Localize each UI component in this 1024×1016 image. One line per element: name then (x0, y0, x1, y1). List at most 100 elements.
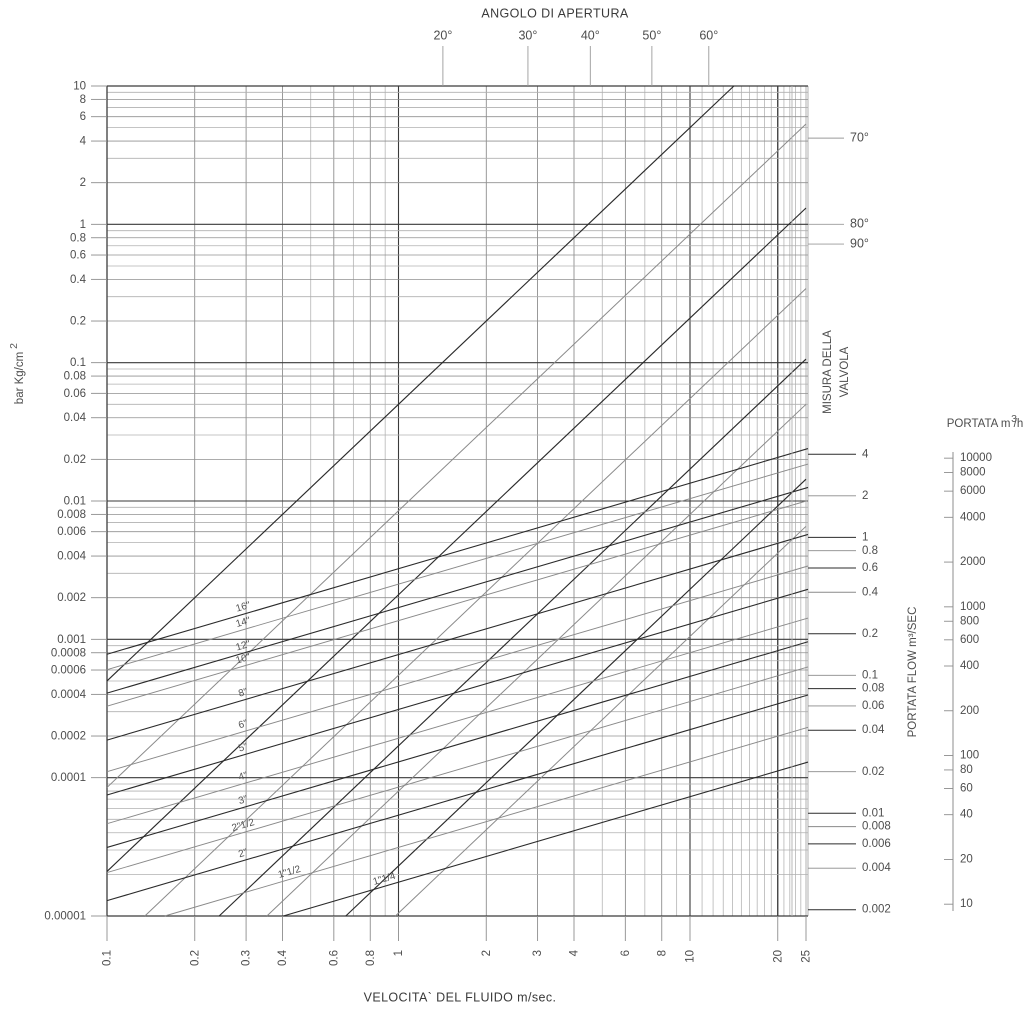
y-tick-label-0.001: 0.001 (57, 634, 86, 646)
x-tick-label-0.4: 0.4 (277, 949, 289, 966)
flow-scale-label-6000: 6000 (960, 485, 986, 497)
valve-size-label-10: 2" (237, 847, 249, 860)
x-tick-label-10: 10 (685, 950, 697, 963)
valve-size-curve (106, 463, 809, 671)
flow-label-2: 2 (862, 490, 868, 502)
valve-caption-line2: VALVOLA (839, 346, 851, 397)
angle-curve (106, 123, 807, 788)
flow-label-0.002: 0.002 (862, 904, 891, 916)
valve-size-label-0: 16" (235, 600, 253, 615)
valve-size-label-1: 14" (235, 615, 253, 630)
y-tick-label-0.06: 0.06 (64, 388, 86, 400)
flow-scale-label-8000: 8000 (960, 467, 986, 479)
angle-label-60deg: 60° (699, 28, 718, 42)
valve-size-curve (106, 448, 809, 655)
angle-label-40deg: 40° (581, 28, 600, 42)
angle-label-70deg: 70° (850, 130, 869, 144)
valve-size-label-7: 4" (237, 770, 249, 783)
y-tick-label-10: 10 (73, 81, 86, 93)
angle-curve (266, 403, 807, 917)
flow-label-0.04: 0.04 (862, 724, 885, 736)
flow-scale-label-4000: 4000 (960, 511, 986, 523)
x-tick-label-0.1: 0.1 (102, 950, 114, 966)
angle-curve (395, 525, 807, 917)
valve-size-curve (164, 726, 809, 917)
y-tick-label-6: 6 (80, 111, 86, 123)
x-axis-title: VELOCITA` DEL FLUIDO m/sec. (364, 990, 557, 1004)
flow-scale-side-title: PORTATA FLOW m³/SEC (907, 607, 919, 738)
angle-label-90deg: 90° (850, 236, 869, 250)
flow-label-0.02: 0.02 (862, 766, 884, 778)
valve-size-curve (106, 617, 809, 825)
flow-label-0.01: 0.01 (862, 807, 884, 819)
flow-label-0.2: 0.2 (862, 628, 878, 640)
angle-curve (106, 207, 807, 872)
x-tick-label-3: 3 (532, 950, 544, 956)
valve-size-curve (106, 694, 809, 902)
flow-scale-label-400: 400 (960, 660, 979, 672)
flow-scale-label-60: 60 (960, 783, 973, 795)
flow-scale-title: PORTATA m /h (947, 418, 1023, 430)
flow-label-0.008: 0.008 (862, 821, 891, 833)
flow-scale-label-100: 100 (960, 750, 979, 762)
y-tick-label-0.0006: 0.0006 (51, 665, 86, 677)
x-tick-label-0.2: 0.2 (189, 950, 201, 966)
x-tick-label-2: 2 (481, 950, 493, 956)
valve-size-curve (106, 486, 809, 694)
flow-label-0.8: 0.8 (862, 545, 878, 557)
y-tick-label-0.0008: 0.0008 (51, 647, 86, 659)
flow-scale-label-80: 80 (960, 764, 973, 776)
flow-scale-label-40: 40 (960, 809, 973, 821)
flow-scale-label-800: 800 (960, 615, 979, 627)
angle-curve (144, 288, 807, 917)
x-tick-label-25: 25 (801, 950, 813, 963)
x-tick-label-8: 8 (656, 950, 668, 956)
y-tick-label-0.08: 0.08 (64, 371, 86, 383)
y-tick-label-0.6: 0.6 (70, 250, 86, 262)
y-tick-label-0.8: 0.8 (70, 232, 86, 244)
angle-label-30deg: 30° (518, 28, 537, 42)
flow-scale-label-2000: 2000 (960, 556, 986, 568)
x-tick-label-1: 1 (393, 950, 405, 956)
valve-size-curve (106, 565, 809, 773)
chart-top-title: ANGOLO DI APERTURA (481, 6, 629, 20)
valve-size-label-2: 12" (235, 639, 253, 654)
valve-size-curve (106, 588, 809, 796)
x-tick-label-20: 20 (772, 950, 784, 963)
y-tick-label-0.01: 0.01 (64, 496, 86, 508)
y-tick-label-1: 1 (80, 219, 86, 231)
y-tick-label-0.0004: 0.0004 (51, 689, 87, 701)
y-tick-label-2: 2 (80, 177, 86, 189)
y-tick-label-0.002: 0.002 (57, 592, 86, 604)
y-tick-label-4: 4 (80, 136, 87, 148)
valve-size-curve (106, 641, 809, 848)
y-tick-label-0.1: 0.1 (70, 357, 86, 369)
flow-label-4: 4 (862, 448, 869, 460)
y-tick-label-0.02: 0.02 (64, 454, 86, 466)
y-tick-label-0.004: 0.004 (57, 551, 86, 563)
flow-scale-label-20: 20 (960, 853, 973, 865)
flow-scale-label-200: 200 (960, 705, 979, 717)
flow-label-0.4: 0.4 (862, 586, 879, 598)
flow-scale-label-10000: 10000 (960, 452, 992, 464)
y-tick-label-0.4: 0.4 (70, 274, 87, 286)
angle-curve (218, 358, 807, 917)
flow-scale-label-1000: 1000 (960, 601, 986, 613)
x-tick-label-4: 4 (569, 949, 581, 956)
x-tick-label-0.6: 0.6 (328, 950, 340, 966)
valve-size-label-4: 8" (237, 686, 249, 699)
valve-size-label-8: 3" (237, 794, 249, 807)
flow-label-0.06: 0.06 (862, 700, 884, 712)
flow-label-0.1: 0.1 (862, 669, 878, 681)
flow-label-0.006: 0.006 (862, 838, 891, 850)
angle-curve (345, 478, 807, 917)
flow-scale-title-exponent: 3 (1011, 413, 1017, 425)
y-tick-label-0.0002: 0.0002 (51, 731, 86, 743)
valve-size-curve (106, 533, 809, 741)
y-tick-label-0.00001: 0.00001 (44, 911, 86, 923)
x-tick-label-0.8: 0.8 (365, 950, 377, 966)
flow-label-0.004: 0.004 (862, 862, 891, 874)
angle-curve (106, 85, 735, 682)
